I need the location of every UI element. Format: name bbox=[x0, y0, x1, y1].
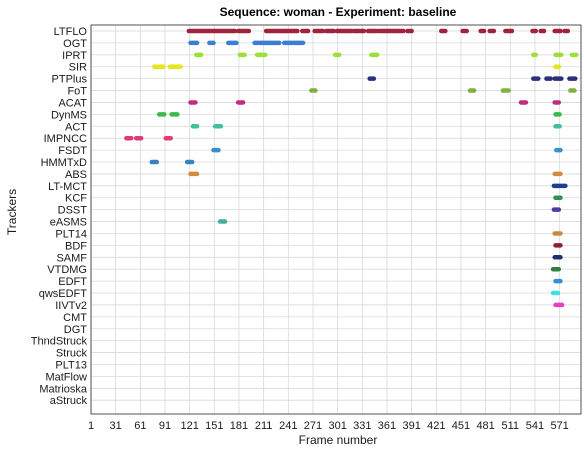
y-tick-label: BDF bbox=[65, 240, 87, 252]
x-tick-label: 331 bbox=[353, 420, 371, 432]
x-tick-label: 91 bbox=[159, 420, 171, 432]
y-tick-label: SIR bbox=[69, 62, 87, 74]
y-tick-label: LT-MCT bbox=[48, 181, 87, 193]
y-tick-label: aStruck bbox=[50, 395, 88, 407]
y-tick-label: CMT bbox=[63, 312, 87, 324]
x-tick-label: 151 bbox=[205, 420, 223, 432]
x-tick-label: 511 bbox=[502, 420, 520, 432]
x-tick-labels: 1 31 61 91 121 151 181 211 241 271 301 331 361 391 421… bbox=[88, 420, 569, 432]
x-tick-label: 481 bbox=[476, 420, 494, 432]
y-tick-label: IPRT bbox=[62, 50, 87, 62]
y-tick-label: Struck bbox=[56, 348, 88, 360]
y-tick-label: DGT bbox=[64, 324, 88, 336]
y-tick-label: SAMF bbox=[56, 252, 87, 264]
y-tick-label: DynMS bbox=[51, 109, 87, 121]
x-tick-label: 31 bbox=[110, 420, 122, 432]
x-tick-label: 211 bbox=[255, 420, 273, 432]
x-axis-label: Frame number bbox=[299, 433, 378, 447]
y-tick-label: FoT bbox=[67, 86, 87, 98]
x-tick-label: 361 bbox=[378, 420, 396, 432]
y-tick-label: ACT bbox=[65, 121, 87, 133]
y-tick-label: LTFLO bbox=[54, 26, 88, 38]
x-tick-label: 541 bbox=[526, 420, 544, 432]
x-tick-label: 421 bbox=[427, 420, 445, 432]
x-tick-label: 1 bbox=[88, 420, 94, 432]
x-tick-label: 61 bbox=[134, 420, 146, 432]
y-tick-label: DSST bbox=[58, 205, 88, 217]
x-tick-label: 241 bbox=[279, 420, 297, 432]
y-tick-label: OGT bbox=[63, 38, 87, 50]
y-tick-label: MatFlow bbox=[45, 371, 87, 383]
y-tick-labels: LTFLOOGTIPRTSIRPTPlusFoTACATDynMSACTIMPN… bbox=[31, 26, 88, 407]
y-tick-label: IIVTv2 bbox=[55, 300, 87, 312]
chart-title: Sequence: woman - Experiment: baseline bbox=[220, 5, 457, 19]
y-tick-label: IMPNCC bbox=[44, 133, 87, 145]
y-tick-label: Matrioska bbox=[39, 383, 88, 395]
y-tick-label: PLT14 bbox=[55, 228, 87, 240]
y-tick-label: VTDMG bbox=[47, 264, 87, 276]
y-tick-label: qwsEDFT bbox=[39, 288, 88, 300]
chart-marks bbox=[124, 28, 579, 308]
x-tick-label: 571 bbox=[550, 420, 568, 432]
x-tick-label: 451 bbox=[452, 420, 470, 432]
x-tick-label: 271 bbox=[304, 420, 322, 432]
y-tick-label: ABS bbox=[65, 169, 87, 181]
y-axis-label: Trackers bbox=[5, 189, 19, 235]
y-tick-label: ThndStruck bbox=[31, 336, 88, 348]
y-tick-label: PLT13 bbox=[55, 359, 87, 371]
x-tick-label: 181 bbox=[230, 420, 248, 432]
y-tick-label: EDFT bbox=[58, 276, 87, 288]
y-tick-label: FSDT bbox=[58, 145, 87, 157]
plot-frame bbox=[90, 24, 582, 415]
y-tick-label: PTPlus bbox=[52, 74, 88, 86]
y-tick-label: eASMS bbox=[50, 217, 87, 229]
x-tick-label: 391 bbox=[402, 420, 420, 432]
y-tick-label: KCF bbox=[65, 193, 87, 205]
chart-grid bbox=[90, 25, 581, 414]
x-tick-label: 121 bbox=[180, 420, 198, 432]
y-tick-label: HMMTxD bbox=[41, 157, 87, 169]
y-tick-label: ACAT bbox=[58, 97, 87, 109]
x-tick-label: 301 bbox=[328, 420, 346, 432]
